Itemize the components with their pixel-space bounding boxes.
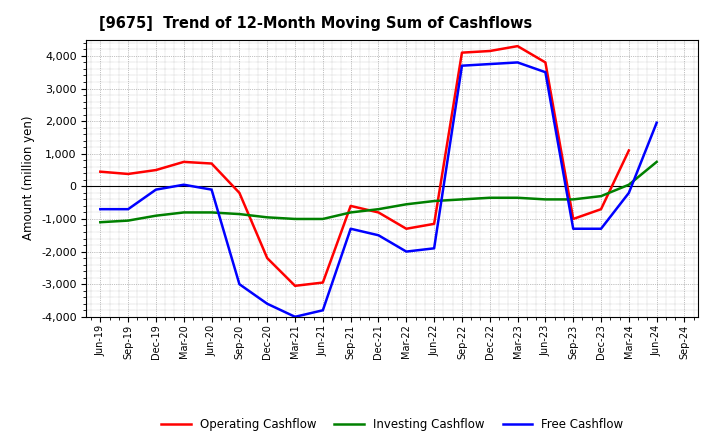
Investing Cashflow: [291, 216, 300, 222]
Operating Cashflow: [96, 169, 104, 174]
Free Cashflow: [402, 249, 410, 254]
Operating Cashflow: [207, 161, 216, 166]
Operating Cashflow: [263, 256, 271, 261]
Investing Cashflow: [402, 202, 410, 207]
Investing Cashflow: [458, 197, 467, 202]
Investing Cashflow: [374, 206, 383, 212]
Operating Cashflow: [569, 216, 577, 222]
Free Cashflow: [124, 206, 132, 212]
Free Cashflow: [652, 120, 661, 125]
Operating Cashflow: [430, 221, 438, 227]
Free Cashflow: [207, 187, 216, 192]
Free Cashflow: [458, 63, 467, 68]
Investing Cashflow: [346, 210, 355, 215]
Investing Cashflow: [179, 210, 188, 215]
Operating Cashflow: [597, 206, 606, 212]
Investing Cashflow: [263, 215, 271, 220]
Investing Cashflow: [124, 218, 132, 223]
Free Cashflow: [235, 282, 243, 287]
Investing Cashflow: [513, 195, 522, 200]
Operating Cashflow: [374, 210, 383, 215]
Free Cashflow: [318, 308, 327, 313]
Operating Cashflow: [458, 50, 467, 55]
Free Cashflow: [96, 206, 104, 212]
Operating Cashflow: [485, 48, 494, 54]
Operating Cashflow: [402, 226, 410, 231]
Free Cashflow: [624, 190, 633, 195]
Y-axis label: Amount (million yen): Amount (million yen): [22, 116, 35, 240]
Investing Cashflow: [235, 212, 243, 217]
Legend: Operating Cashflow, Investing Cashflow, Free Cashflow: Operating Cashflow, Investing Cashflow, …: [156, 413, 629, 436]
Free Cashflow: [152, 187, 161, 192]
Free Cashflow: [569, 226, 577, 231]
Operating Cashflow: [346, 203, 355, 209]
Investing Cashflow: [569, 197, 577, 202]
Line: Free Cashflow: Free Cashflow: [100, 62, 657, 317]
Operating Cashflow: [318, 280, 327, 285]
Investing Cashflow: [152, 213, 161, 218]
Investing Cashflow: [597, 194, 606, 199]
Free Cashflow: [374, 233, 383, 238]
Free Cashflow: [430, 246, 438, 251]
Investing Cashflow: [318, 216, 327, 222]
Operating Cashflow: [541, 60, 550, 65]
Free Cashflow: [485, 62, 494, 67]
Free Cashflow: [291, 314, 300, 319]
Text: [9675]  Trend of 12-Month Moving Sum of Cashflows: [9675] Trend of 12-Month Moving Sum of C…: [99, 16, 532, 32]
Free Cashflow: [179, 182, 188, 187]
Investing Cashflow: [430, 198, 438, 204]
Free Cashflow: [597, 226, 606, 231]
Free Cashflow: [541, 70, 550, 75]
Operating Cashflow: [179, 159, 188, 165]
Operating Cashflow: [235, 190, 243, 195]
Operating Cashflow: [513, 44, 522, 49]
Operating Cashflow: [624, 148, 633, 153]
Investing Cashflow: [652, 159, 661, 165]
Free Cashflow: [263, 301, 271, 306]
Free Cashflow: [513, 60, 522, 65]
Investing Cashflow: [485, 195, 494, 200]
Investing Cashflow: [624, 182, 633, 187]
Line: Investing Cashflow: Investing Cashflow: [100, 162, 657, 222]
Operating Cashflow: [291, 283, 300, 289]
Investing Cashflow: [96, 220, 104, 225]
Line: Operating Cashflow: Operating Cashflow: [100, 46, 629, 286]
Operating Cashflow: [124, 171, 132, 176]
Investing Cashflow: [541, 197, 550, 202]
Free Cashflow: [346, 226, 355, 231]
Operating Cashflow: [152, 167, 161, 172]
Investing Cashflow: [207, 210, 216, 215]
